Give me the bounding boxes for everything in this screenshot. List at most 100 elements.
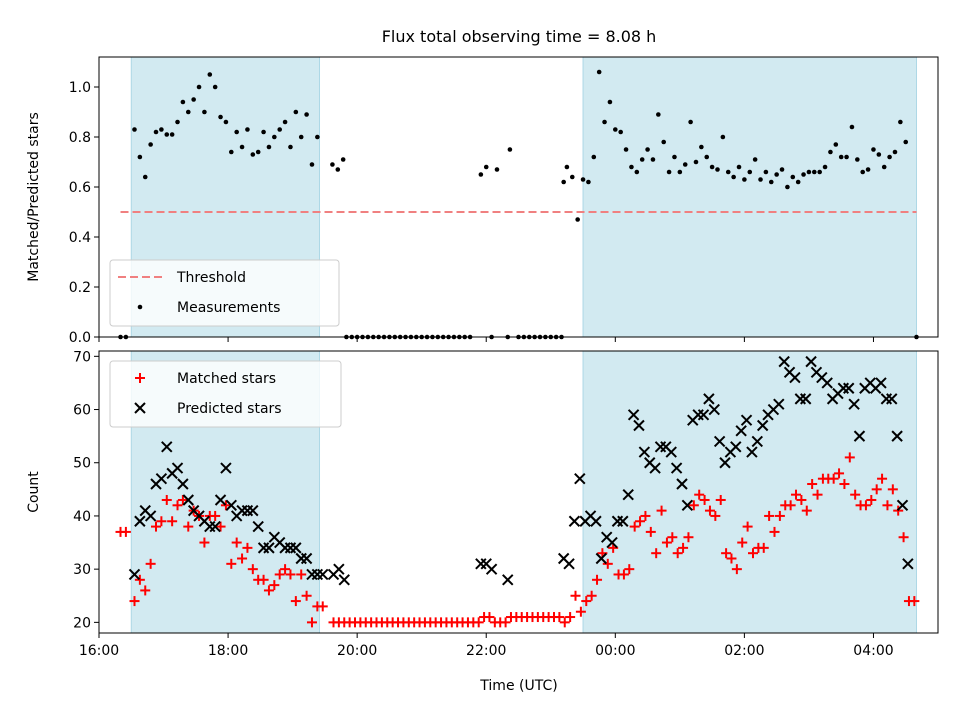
y-tick-label: 0.0	[69, 330, 91, 346]
predicted-stars-point	[595, 552, 608, 565]
matched-stars-point	[683, 532, 694, 543]
matched-stars-point	[758, 542, 769, 553]
predicted-stars-point	[703, 393, 715, 405]
matched-stars-point	[301, 590, 312, 601]
measurement-point	[699, 144, 704, 150]
predicted-stars-point	[805, 355, 817, 368]
matched-stars-point	[290, 596, 301, 607]
measurement-point	[561, 179, 566, 185]
matched-stars-point	[554, 612, 565, 623]
matched-stars-point	[581, 596, 592, 607]
matched-stars-point	[172, 500, 183, 511]
measurement-point	[335, 167, 341, 172]
matched-stars-point	[151, 521, 162, 532]
matched-stars-point	[183, 521, 194, 532]
predicted-stars-point	[220, 462, 232, 474]
measurement-point	[245, 127, 250, 132]
matched-stars-point	[635, 516, 646, 527]
measurement-point	[148, 142, 153, 147]
measurement-point	[677, 169, 683, 175]
predicted-stars-point	[155, 472, 168, 485]
measurement-point	[575, 217, 580, 222]
measurement-point	[180, 99, 186, 105]
matched-stars-point	[145, 558, 156, 569]
predicted-stars-point	[778, 355, 790, 368]
predicted-stars-point	[708, 403, 720, 416]
measurement-point	[661, 139, 667, 145]
measurement-point	[507, 147, 513, 152]
measurement-point	[704, 154, 710, 160]
predicted-stars-point	[574, 472, 586, 485]
measurement-point	[736, 164, 742, 170]
matched-stars-point	[871, 484, 882, 495]
legend: Matched stars Predicted stars	[109, 360, 342, 428]
matched-stars-point	[645, 526, 656, 537]
x-tick-label: 16:00	[79, 643, 119, 659]
predicted-stars-point	[247, 504, 259, 517]
matched-stars-point	[774, 510, 785, 521]
matched-stars-point	[785, 500, 796, 511]
predicted-stars-point	[799, 393, 812, 405]
matched-stars-point	[226, 558, 237, 569]
measurement-point	[790, 174, 796, 180]
measurement-point	[483, 164, 489, 170]
measurement-point	[865, 167, 871, 172]
predicted-stars-point	[681, 499, 694, 512]
x-tick-label: 20:00	[337, 643, 377, 659]
measurement-point	[250, 152, 256, 157]
axes-frame	[98, 350, 939, 634]
measurement-point	[304, 112, 309, 117]
legend-label: Threshold	[176, 270, 246, 286]
measurement-point	[586, 179, 591, 185]
y-tick-label: 30	[73, 562, 91, 578]
matched-stars-point	[877, 473, 888, 484]
predicted-stars-point	[563, 558, 575, 570]
matched-stars-point	[140, 585, 151, 596]
predicted-stars-point	[756, 419, 769, 432]
measurement-point	[822, 164, 828, 170]
predicted-stars-point	[676, 478, 688, 490]
matched-stars-point	[769, 526, 780, 537]
x-tick-label: 02:00	[724, 643, 764, 659]
matched-stars-point	[602, 558, 613, 569]
x-axis-label: Time (UTC)	[479, 678, 557, 694]
predicted-stars-point	[128, 568, 141, 581]
measurement-point	[725, 169, 731, 175]
matched-stars-point	[565, 612, 576, 623]
predicted-stars-point	[821, 377, 833, 389]
matched-stars-point	[801, 505, 812, 516]
measurement-point	[153, 129, 159, 135]
predicted-stars-point	[606, 536, 618, 549]
measurement-point	[272, 134, 277, 140]
predicted-stars-point	[568, 515, 581, 527]
predicted-stars-point	[209, 520, 221, 533]
measurement-point	[715, 167, 720, 172]
measurement-point	[596, 69, 602, 75]
predicted-stars-point	[502, 574, 514, 586]
predicted-stars-point	[225, 499, 238, 512]
measurement-point	[229, 149, 234, 155]
measurement-point	[849, 124, 855, 130]
measurement-point	[478, 172, 484, 177]
legend-label: Predicted stars	[177, 401, 282, 417]
predicted-stars-point	[649, 462, 661, 474]
predicted-stars-point	[853, 430, 866, 442]
y-tick-label: 0.6	[69, 180, 91, 196]
matched-stars-point	[672, 548, 683, 559]
predicted-stars-point	[713, 435, 726, 448]
matched-stars-point	[807, 479, 818, 490]
predicted-stars-point	[290, 542, 302, 554]
matched-stars-point	[656, 505, 667, 516]
measurement-point	[212, 84, 218, 90]
measurement-point	[340, 157, 346, 162]
measurement-point	[266, 144, 272, 150]
predicted-stars-point	[751, 435, 763, 448]
matched-stars-point	[796, 494, 807, 505]
matched-stars-point	[747, 548, 758, 559]
predicted-stars-point	[891, 430, 903, 442]
matched-stars-point	[629, 521, 640, 532]
matched-stars-point	[285, 569, 296, 580]
predicted-stars-point	[886, 393, 898, 405]
predicted-stars-point	[627, 409, 640, 421]
measurement-point	[602, 119, 607, 125]
